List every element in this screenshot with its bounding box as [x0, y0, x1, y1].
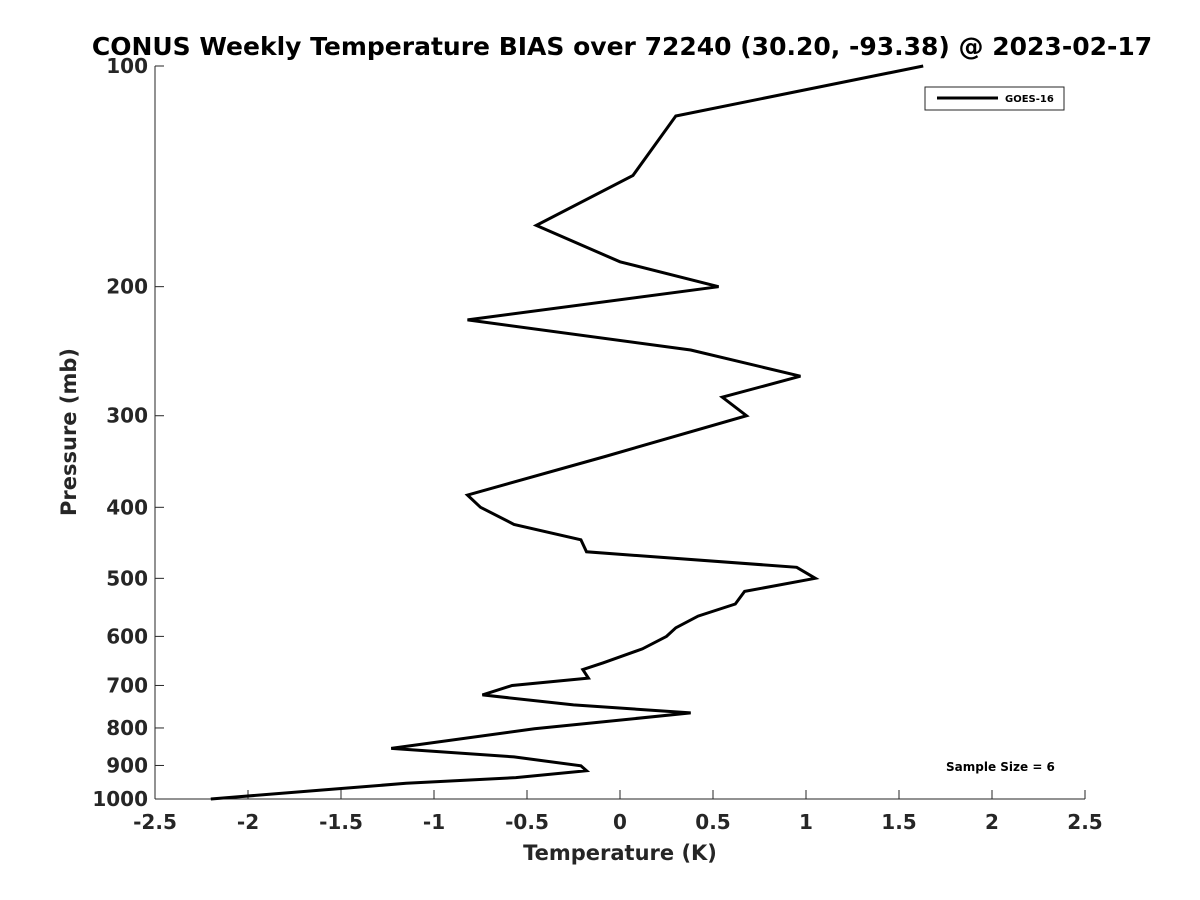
y-tick-label: 800: [106, 716, 148, 740]
x-tick-label: -0.5: [505, 810, 549, 834]
x-tick-label: -2: [237, 810, 259, 834]
y-tick-label: 100: [106, 54, 148, 78]
legend-label-goes-16: GOES-16: [1005, 94, 1054, 105]
y-tick-label: 400: [106, 495, 148, 519]
x-ticks: -2.5 -2 -1.5 -1 -0.5 0 0.5 1 1.5 2 2.5: [133, 790, 1103, 834]
x-axis-label: Temperature (K): [523, 841, 717, 865]
x-tick-label: 2: [985, 810, 999, 834]
x-tick-label: 0: [613, 810, 627, 834]
y-tick-label: 500: [106, 566, 148, 590]
legend: GOES-16: [924, 86, 1065, 111]
y-axis-label: Pressure (mb): [57, 348, 81, 516]
x-tick-label: -1: [423, 810, 445, 834]
x-tick-label: 2.5: [1067, 810, 1102, 834]
y-tick-label: 300: [106, 404, 148, 428]
x-tick-label: 1: [799, 810, 813, 834]
x-tick-label: 0.5: [695, 810, 730, 834]
series-group: [210, 64, 924, 801]
x-tick-label: 1.5: [881, 810, 916, 834]
y-ticks: 100 200 300 400 500 600 700 800 900 1000: [92, 54, 164, 811]
x-tick-label: -1.5: [319, 810, 363, 834]
sample-size-annotation: Sample Size = 6: [946, 760, 1055, 774]
series-line-goes-16: [210, 64, 924, 801]
chart-title: CONUS Weekly Temperature BIAS over 72240…: [92, 32, 1152, 61]
y-tick-label: 1000: [92, 787, 148, 811]
y-tick-label: 900: [106, 753, 148, 777]
y-tick-label: 700: [106, 673, 148, 697]
x-tick-label: -2.5: [133, 810, 177, 834]
y-tick-label: 200: [106, 275, 148, 299]
y-tick-label: 600: [106, 624, 148, 648]
